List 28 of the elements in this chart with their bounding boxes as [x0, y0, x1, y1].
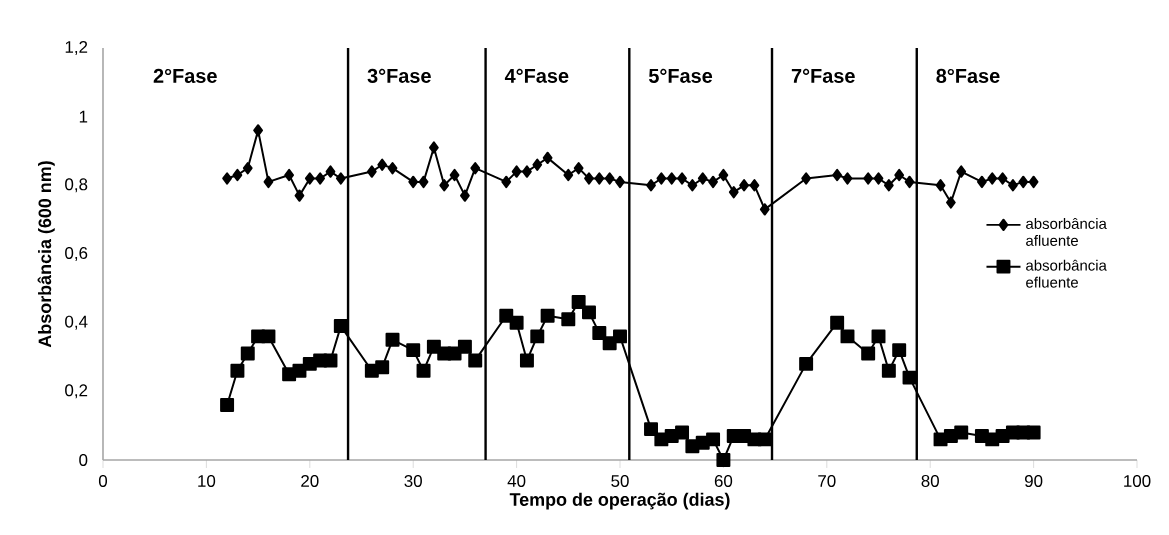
- x-tick-label: 70: [818, 475, 836, 487]
- x-tick-label: 30: [404, 475, 422, 487]
- x-axis-title: Tempo de operação (dias): [509, 492, 730, 510]
- y-axis-title: Absorbância (600 nm): [37, 161, 55, 348]
- y-tick-label: 1: [79, 110, 88, 123]
- x-tick-label: 80: [921, 475, 939, 487]
- y-tick-label: 0,4: [65, 315, 88, 330]
- legend-label: absorbância afluente: [1026, 217, 1107, 246]
- annotation: 4°Fase: [504, 68, 569, 83]
- y-tick-label: 0: [79, 454, 88, 466]
- annotation: 8°Fase: [936, 68, 1000, 83]
- annotation: 7°Fase: [791, 68, 855, 83]
- x-tick-label: 50: [611, 475, 629, 487]
- legend-label: absorbância efluente: [1026, 259, 1107, 288]
- x-tick-label: 60: [714, 475, 733, 487]
- annotation: 3°Fase: [367, 68, 431, 83]
- x-tick-label: 90: [1024, 475, 1043, 487]
- x-tick-label: 40: [507, 475, 526, 487]
- y-tick-label: 0,8: [65, 178, 88, 193]
- x-tick-label: 20: [301, 475, 319, 487]
- y-tick-label: 0,6: [65, 247, 88, 261]
- y-tick-label: 1,2: [65, 41, 88, 55]
- x-tick-label: 0: [98, 475, 108, 487]
- annotation: 2°Fase: [153, 68, 217, 83]
- x-tick-label: 10: [198, 475, 216, 487]
- y-tick-label: 0,2: [65, 384, 88, 399]
- x-tick-label: 100: [1124, 475, 1151, 487]
- annotation: 5°Fase: [648, 68, 713, 83]
